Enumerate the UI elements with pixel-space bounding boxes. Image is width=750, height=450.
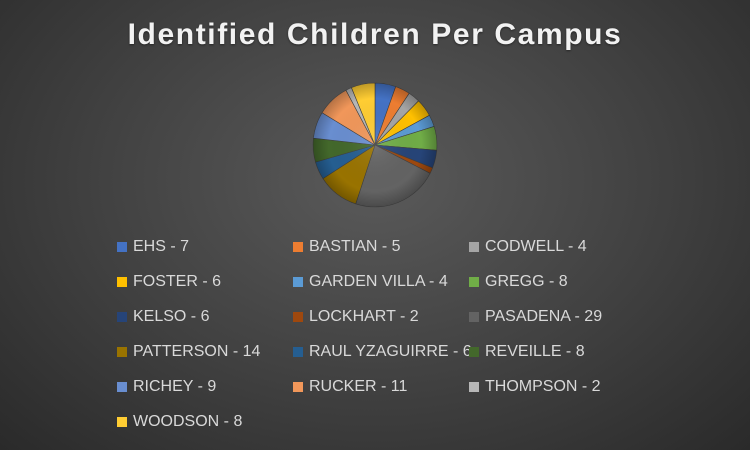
legend-item: GREGG - 8: [469, 271, 568, 293]
legend-swatch: [293, 347, 303, 357]
legend-label: FOSTER - 6: [133, 273, 222, 290]
legend-swatch: [117, 417, 127, 427]
legend-item: RICHEY - 9: [117, 376, 216, 398]
legend-label: GREGG - 8: [485, 273, 568, 290]
legend-item: FOSTER - 6: [117, 271, 221, 293]
legend-label: EHS - 7: [133, 238, 190, 255]
legend-swatch: [293, 277, 303, 287]
legend-swatch: [117, 242, 127, 252]
legend-item: LOCKHART - 2: [293, 306, 419, 328]
chart-title: Identified Children Per Campus: [127, 18, 623, 51]
legend-item: PASADENA - 29: [469, 306, 602, 328]
legend-swatch: [117, 312, 127, 322]
legend-label: REVEILLE - 8: [485, 343, 585, 360]
legend-label: THOMPSON - 2: [485, 378, 601, 395]
legend-item: GARDEN VILLA - 4: [293, 271, 448, 293]
legend-swatch: [469, 277, 479, 287]
legend-item: PATTERSON - 14: [117, 341, 260, 363]
legend-swatch: [293, 242, 303, 252]
legend-swatch: [293, 382, 303, 392]
legend-swatch: [117, 277, 127, 287]
legend-swatch: [469, 382, 479, 392]
legend-label: PASADENA - 29: [485, 308, 603, 325]
legend-label: RUCKER - 11: [309, 378, 408, 395]
legend-label: BASTIAN - 5: [309, 238, 401, 255]
legend-item: KELSO - 6: [117, 306, 209, 328]
legend-swatch: [117, 347, 127, 357]
legend-item: BASTIAN - 5: [293, 236, 401, 258]
legend-item: EHS - 7: [117, 236, 189, 258]
legend-item: CODWELL - 4: [469, 236, 587, 258]
legend-swatch: [293, 312, 303, 322]
legend-label: RAUL YZAGUIRRE - 6: [309, 343, 472, 360]
legend-item: THOMPSON - 2: [469, 376, 601, 398]
legend-item: RUCKER - 11: [293, 376, 407, 398]
legend-swatch: [117, 382, 127, 392]
legend-swatch: [469, 347, 479, 357]
legend-label: CODWELL - 4: [485, 238, 587, 255]
legend-label: LOCKHART - 2: [309, 308, 419, 325]
legend-label: RICHEY - 9: [133, 378, 217, 395]
legend-label: PATTERSON - 14: [133, 343, 261, 360]
legend-label: GARDEN VILLA - 4: [309, 273, 448, 290]
legend-item: WOODSON - 8: [117, 411, 242, 433]
legend-item: RAUL YZAGUIRRE - 6: [293, 341, 472, 363]
legend-swatch: [469, 312, 479, 322]
legend-item: REVEILLE - 8: [469, 341, 585, 363]
legend-label: KELSO - 6: [133, 308, 210, 325]
legend-swatch: [469, 242, 479, 252]
legend-label: WOODSON - 8: [133, 413, 243, 430]
